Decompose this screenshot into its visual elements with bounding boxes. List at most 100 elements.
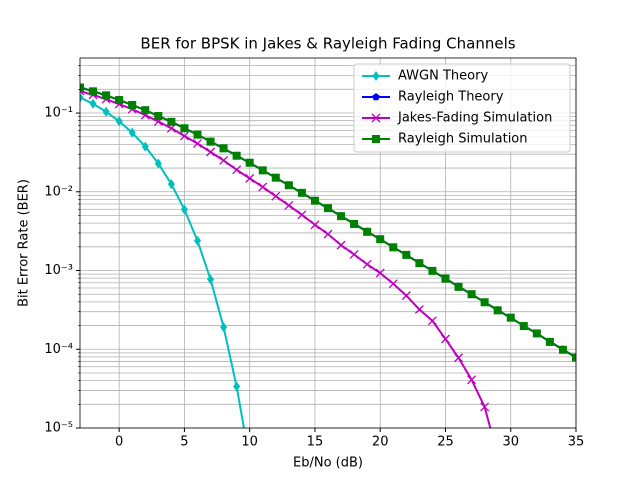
- marker: [388, 279, 398, 289]
- marker: [337, 212, 346, 221]
- marker: [545, 337, 554, 346]
- marker: [350, 219, 359, 228]
- marker: [219, 144, 228, 153]
- legend-label: Jakes-Fading Simulation: [397, 111, 552, 126]
- marker: [372, 71, 380, 81]
- marker: [427, 316, 437, 326]
- marker: [80, 92, 84, 103]
- marker: [89, 98, 97, 109]
- marker: [428, 266, 437, 275]
- marker: [415, 259, 424, 268]
- marker: [179, 131, 189, 141]
- marker: [558, 345, 567, 354]
- marker: [324, 204, 332, 213]
- marker: [372, 135, 380, 143]
- marker: [219, 155, 229, 165]
- marker: [441, 334, 450, 344]
- x-axis-label: Eb/No (dB): [293, 456, 363, 471]
- x-tick-label: 5: [180, 435, 188, 450]
- marker: [206, 137, 215, 146]
- x-tick-label: 25: [437, 435, 454, 450]
- marker: [401, 291, 411, 301]
- marker: [271, 191, 281, 201]
- marker: [323, 229, 333, 239]
- marker: [89, 87, 98, 96]
- marker: [154, 112, 163, 121]
- x-tick-label: 0: [115, 435, 123, 450]
- marker: [519, 322, 528, 331]
- plot-frame: [79, 57, 577, 429]
- x-tick-label: 10: [241, 435, 258, 450]
- marker: [284, 201, 294, 210]
- marker: [233, 381, 241, 392]
- marker: [141, 141, 149, 152]
- plot-area: [80, 83, 576, 428]
- y-tick-label: 10⁻³: [44, 263, 73, 278]
- legend-label: AWGN Theory: [398, 69, 488, 84]
- marker: [193, 130, 202, 139]
- marker: [480, 402, 490, 412]
- marker: [258, 166, 267, 175]
- y-tick-label: 10⁻¹: [44, 106, 73, 121]
- x-tick-label: 15: [307, 435, 324, 450]
- marker: [220, 322, 228, 333]
- marker: [167, 117, 176, 126]
- legend-label: Rayleigh Theory: [398, 90, 504, 105]
- marker: [80, 83, 84, 92]
- marker: [336, 240, 346, 250]
- marker: [232, 151, 241, 160]
- marker: [375, 268, 385, 278]
- marker: [454, 353, 463, 363]
- y-tick-label: 10⁻⁴: [44, 342, 73, 357]
- y-axis-label: Bit Error Rate (BER): [17, 179, 32, 307]
- marker: [454, 282, 463, 291]
- marker: [102, 106, 110, 117]
- legend-box: [353, 63, 571, 153]
- marker: [362, 259, 372, 269]
- x-tick-label: 35: [568, 435, 585, 450]
- marker: [180, 204, 188, 215]
- marker: [532, 329, 541, 338]
- marker: [245, 173, 255, 183]
- marker: [115, 96, 124, 105]
- marker: [180, 124, 189, 133]
- y-tick-label: 10⁻²: [44, 184, 73, 199]
- legend-label: Rayleigh Simulation: [398, 132, 528, 147]
- marker: [206, 147, 215, 157]
- marker: [572, 353, 576, 362]
- marker: [441, 274, 450, 283]
- marker: [389, 243, 398, 252]
- x-tick-label: 30: [502, 435, 519, 450]
- marker: [363, 227, 372, 236]
- marker: [167, 179, 175, 190]
- marker: [102, 91, 111, 100]
- marker: [310, 220, 320, 230]
- marker: [128, 100, 137, 109]
- marker: [271, 173, 280, 182]
- marker: [245, 158, 254, 167]
- marker: [297, 188, 306, 197]
- marker: [402, 250, 411, 259]
- y-tick-label: 10⁻⁵: [44, 421, 73, 436]
- marker: [376, 235, 385, 244]
- marker: [480, 298, 489, 307]
- marker: [493, 306, 502, 315]
- marker: [284, 181, 293, 190]
- marker: [467, 375, 477, 385]
- marker: [193, 235, 201, 246]
- marker: [310, 196, 319, 205]
- marker: [371, 113, 381, 123]
- marker: [506, 313, 515, 322]
- marker: [115, 116, 123, 127]
- marker: [414, 305, 424, 314]
- marker: [207, 274, 215, 285]
- marker: [258, 182, 268, 192]
- marker: [232, 165, 242, 175]
- marker: [297, 210, 307, 220]
- x-tick-label: 20: [372, 435, 389, 450]
- marker: [467, 290, 476, 299]
- marker: [128, 127, 136, 138]
- chart-title: BER for BPSK in Jakes & Rayleigh Fading …: [140, 35, 515, 53]
- marker: [372, 93, 380, 101]
